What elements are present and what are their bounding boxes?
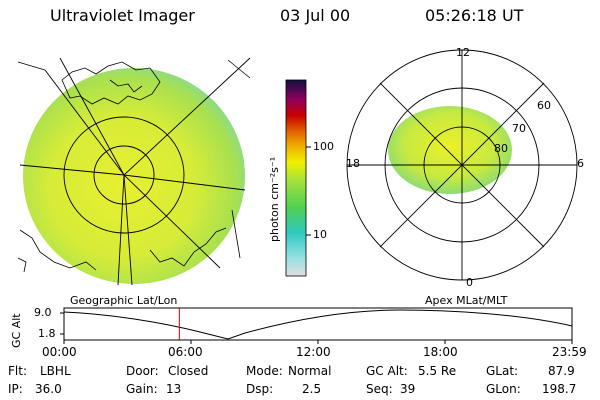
uv-emission-polar <box>388 106 512 194</box>
altitude-curve <box>63 309 573 340</box>
colorbar <box>285 79 311 277</box>
altitude-ytick-high: 9.0 <box>34 306 52 319</box>
door-value: Closed <box>168 364 209 378</box>
altitude-plot-frame <box>63 307 573 341</box>
filter-value: LBHL <box>40 364 71 378</box>
ip-value: 36.0 <box>35 382 62 396</box>
filter-label: Flt: <box>8 364 27 378</box>
altitude-plot <box>60 307 573 344</box>
meridian <box>123 57 251 176</box>
mlt-label-12: 12 <box>456 46 470 59</box>
gain-value: 13 <box>166 382 182 396</box>
altitude-xtick: 18:00 <box>423 345 458 359</box>
meridian <box>123 174 246 191</box>
lat-circle <box>93 145 155 205</box>
coastline <box>19 229 97 271</box>
meridian <box>123 174 221 269</box>
door-label: Door: <box>126 364 159 378</box>
altitude-ytick-low: 1.8 <box>38 327 56 340</box>
glat-label: GLat: <box>486 364 519 378</box>
time-label: 05:26:18 UT <box>425 6 524 25</box>
colorbar-scale <box>285 79 307 277</box>
mlt-label-18: 18 <box>346 157 360 170</box>
altitude-axis-label: GC Alt <box>10 313 23 348</box>
lat-circle <box>63 116 185 234</box>
coastline <box>17 257 27 273</box>
dsp-value: 2.5 <box>302 382 322 396</box>
meridian <box>59 57 125 176</box>
mlat-label-60: 60 <box>537 99 551 112</box>
instrument-title: Ultraviolet Imager <box>50 6 195 25</box>
dsp-label: Dsp: <box>246 382 274 396</box>
seq-label: Seq: <box>366 382 393 396</box>
mlt-label-0: 0 <box>466 276 473 289</box>
gcalt-label: GC Alt: <box>366 364 408 378</box>
mlat-label-80: 80 <box>494 142 508 155</box>
mlt-axis-diagonal <box>379 82 545 248</box>
mlat-label-70: 70 <box>512 122 526 135</box>
gcalt-value: 5.5 Re <box>418 364 457 378</box>
meridian <box>117 174 125 286</box>
altitude-xtick: 23:59 <box>552 345 587 359</box>
meridian <box>19 164 125 176</box>
geographic-label: Geographic Lat/Lon <box>70 294 178 307</box>
gain-label: Gain: <box>126 382 158 396</box>
glat-value: 87.9 <box>548 364 575 378</box>
meridian <box>123 174 133 286</box>
colorbar-unit-label: photon cm⁻²s⁻¹ <box>268 156 281 242</box>
ip-label: IP: <box>8 382 23 396</box>
altitude-xtick: 12:00 <box>296 345 331 359</box>
meridian <box>44 69 125 176</box>
coastline <box>61 61 161 105</box>
colorbar-tick-100: 100 <box>313 140 334 153</box>
glon-label: GLon: <box>486 382 521 396</box>
polar-panel <box>346 49 578 281</box>
mlt-label-6: 6 <box>577 157 584 170</box>
glon-value: 198.7 <box>542 382 577 396</box>
altitude-xtick: 00:00 <box>42 345 77 359</box>
coastline <box>149 227 227 267</box>
coastline <box>109 79 143 93</box>
colorbar-tick-10: 10 <box>313 228 327 241</box>
date-label: 03 Jul 00 <box>280 6 351 25</box>
seq-value: 39 <box>400 382 416 396</box>
mode-value: Normal <box>288 364 332 378</box>
mode-label: Mode: <box>246 364 283 378</box>
geographic-panel <box>17 57 251 286</box>
altitude-xtick: 06:00 <box>168 345 203 359</box>
apex-label: Apex MLat/MLT <box>425 294 508 307</box>
